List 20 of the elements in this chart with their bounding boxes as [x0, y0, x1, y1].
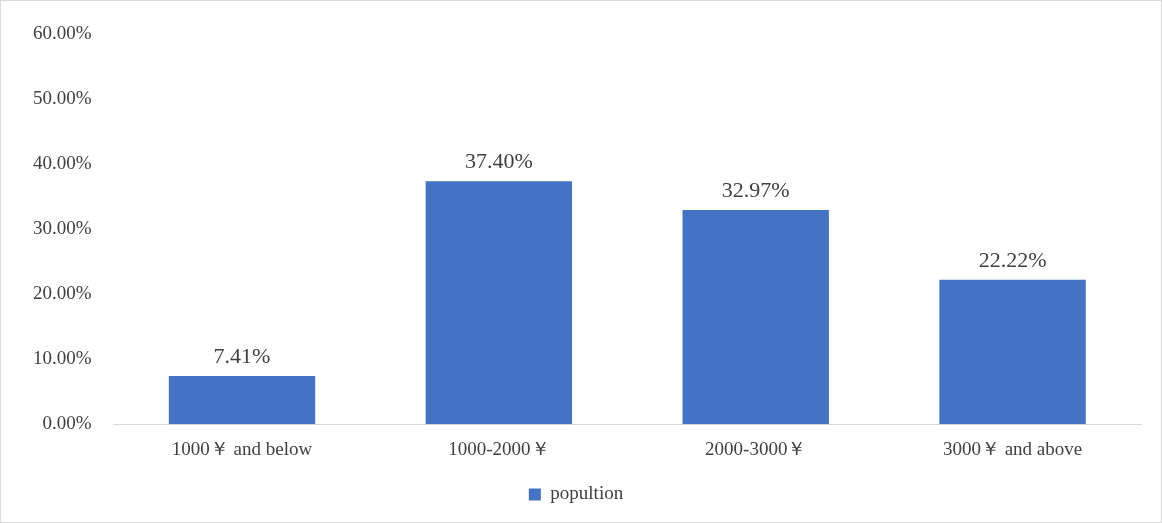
legend-label: popultion	[550, 482, 624, 504]
y-tick-label: 20.00%	[33, 282, 92, 304]
data-label: 7.41%	[213, 342, 271, 368]
y-tick-label: 30.00%	[33, 217, 92, 239]
bar	[682, 210, 829, 425]
y-tick-label: 10.00%	[33, 347, 92, 369]
data-label: 37.40%	[464, 148, 533, 174]
y-tick-label: 50.00%	[33, 87, 92, 109]
y-tick-label: 60.00%	[33, 22, 92, 44]
x-tick-label: 2000-3000￥	[705, 437, 807, 459]
data-label: 32.97%	[721, 176, 790, 202]
data-label: 22.22%	[978, 246, 1047, 272]
bar	[939, 279, 1086, 425]
x-tick-label: 1000￥ and below	[171, 437, 313, 459]
y-tick-label: 40.00%	[33, 152, 92, 174]
x-tick-label: 1000-2000￥	[448, 437, 550, 459]
x-tick-label: 3000￥ and above	[942, 437, 1083, 459]
y-tick-label: 0.00%	[42, 412, 92, 434]
bar	[168, 376, 316, 425]
bar	[425, 181, 573, 425]
